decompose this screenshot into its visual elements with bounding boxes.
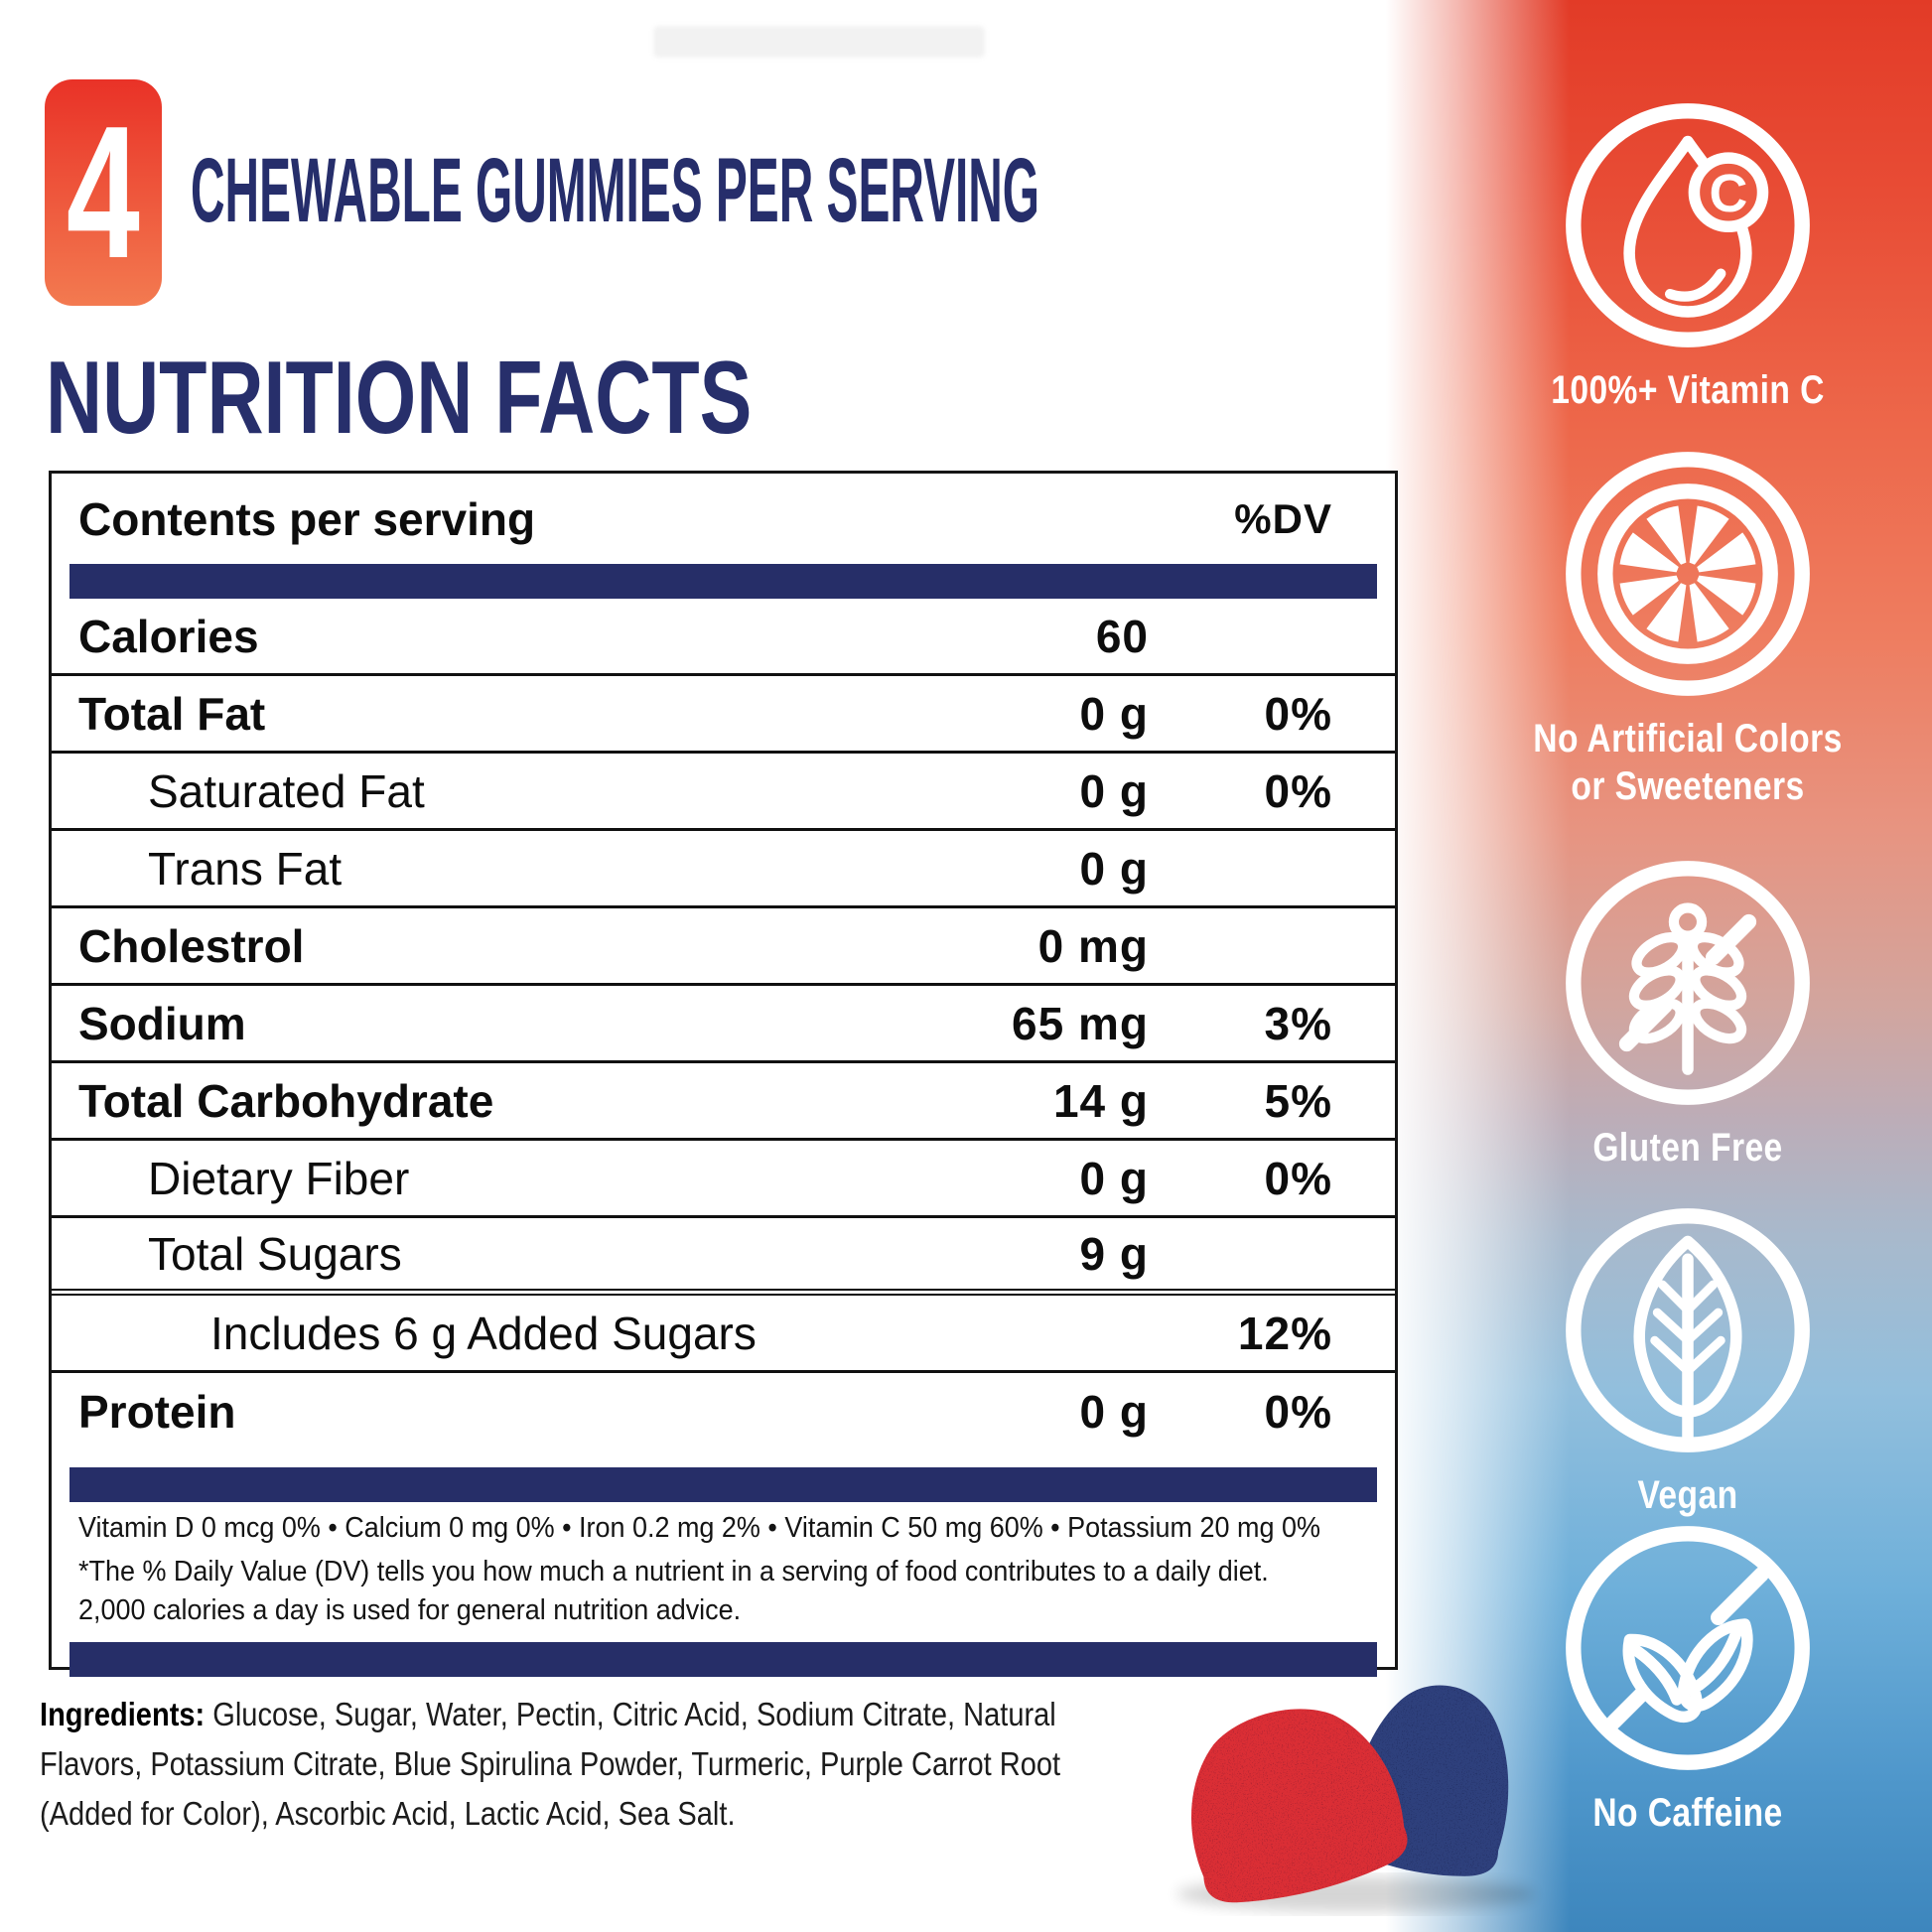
nutrient-amount: 0 g: [1079, 764, 1149, 817]
nutrient-amount: 60: [1095, 610, 1149, 662]
badge-label: No Artificial Colors or Sweeteners: [1533, 717, 1843, 808]
dv-footnote-line1: *The % Daily Value (DV) tells you how mu…: [78, 1556, 1269, 1587]
nutrition-row: Includes 6 g Added Sugars 12%: [52, 1296, 1395, 1373]
serving-count: 4: [67, 87, 140, 298]
gummies-photo: [1176, 1685, 1534, 1912]
nutrient-amount: 65 mg: [1012, 997, 1149, 1049]
nutrient-label: Total Sugars: [148, 1227, 402, 1280]
page-title: NUTRITION FACTS: [46, 341, 753, 456]
nutrient-label: Total Fat: [78, 687, 266, 740]
nutrition-row: Total Carbohydrate 14 g 5%: [52, 1063, 1395, 1141]
nutrient-label: Cholestrol: [78, 919, 305, 972]
table-header-left: Contents per serving: [78, 492, 536, 545]
divider-bar-bottom: [69, 1642, 1377, 1677]
ingredients-list: Glucose, Sugar, Water, Pectin, Citric Ac…: [40, 1696, 1061, 1832]
nutrient-dv: 3%: [1264, 997, 1332, 1049]
nutrition-row: Trans Fat 0 g: [52, 831, 1395, 908]
serving-count-box: 4: [45, 79, 162, 306]
vitamin-c-drop-icon: C: [1566, 103, 1810, 347]
nutrition-facts-table: Contents per serving %DV Calories 60 Total…: [49, 471, 1398, 1677]
ingredients-label: Ingredients:: [40, 1696, 206, 1732]
nutrition-row: Saturated Fat 0 g 0%: [52, 754, 1395, 831]
nutrition-row: Dietary Fiber 0 g 0%: [52, 1141, 1395, 1218]
divider-bar-middle: [69, 1467, 1377, 1502]
badge-vitamin-c: C 100%+ Vitamin C: [1479, 98, 1896, 414]
nutrient-amount: 0 mg: [1037, 919, 1149, 972]
micronutrients-line: Vitamin D 0 mcg 0% • Calcium 0 mg 0% • I…: [78, 1512, 1320, 1544]
nutrient-amount: 0 g: [1079, 1386, 1149, 1438]
badge-label: Gluten Free: [1592, 1126, 1783, 1170]
nutrient-dv: 0%: [1264, 764, 1332, 817]
nutrient-dv: 0%: [1264, 1152, 1332, 1204]
nutrient-dv: 12%: [1237, 1307, 1332, 1359]
ingredients-text: Ingredients: Glucose, Sugar, Water, Pect…: [40, 1690, 1157, 1839]
nutrient-label: Protein: [78, 1386, 236, 1438]
nutrient-label: Calories: [78, 610, 259, 662]
no-caffeine-bean-icon: [1566, 1526, 1810, 1770]
dv-footnote-line2: 2,000 calories a day is used for general…: [78, 1594, 742, 1626]
watermark-remnant: [653, 26, 985, 58]
table-header-row: Contents per serving %DV: [52, 474, 1395, 564]
gluten-free-wheat-icon: [1566, 861, 1810, 1105]
vegan-leaf-icon: [1566, 1208, 1810, 1452]
badge-label: Vegan: [1637, 1473, 1738, 1517]
nutrient-label: Trans Fat: [148, 842, 343, 895]
nutrient-label: Dietary Fiber: [148, 1152, 410, 1204]
badge-gluten-free: Gluten Free: [1479, 856, 1896, 1172]
nutrition-row: Protein 0 g 0%: [52, 1373, 1395, 1450]
nutrient-amount: 0 g: [1079, 687, 1149, 740]
badge-no-caffeine: No Caffeine: [1479, 1521, 1896, 1837]
nutrient-label: Sodium: [78, 997, 246, 1049]
table-header-dv: %DV: [1234, 494, 1332, 542]
nutrition-row: Cholestrol 0 mg: [52, 908, 1395, 986]
badge-label: No Caffeine: [1592, 1791, 1783, 1835]
citrus-slice-icon: [1566, 452, 1810, 696]
nutrition-rows: Calories 60 Total Fat 0 g 0% Saturated Fat 0 g…: [52, 599, 1395, 1450]
nutrient-label: Includes 6 g Added Sugars: [210, 1307, 757, 1359]
nutrient-amount: 0 g: [1079, 842, 1149, 895]
dv-footnote: *The % Daily Value (DV) tells you how mu…: [78, 1553, 1380, 1630]
serving-caption: CHEWABLE GUMMIES PER SERVING: [191, 140, 1040, 241]
badge-label: 100%+ Vitamin C: [1551, 368, 1825, 412]
nutrient-amount: 14 g: [1052, 1074, 1149, 1127]
nutrient-dv: 0%: [1264, 1386, 1332, 1438]
nutrient-dv: 0%: [1264, 687, 1332, 740]
gradient-band: [1386, 0, 1932, 1932]
nutrient-amount: 9 g: [1079, 1227, 1149, 1280]
red-gummy: [1191, 1709, 1408, 1903]
nutrient-label: Total Carbohydrate: [78, 1074, 494, 1127]
nutrition-row: Total Fat 0 g 0%: [52, 676, 1395, 754]
nutrition-row: Total Sugars 9 g: [52, 1218, 1395, 1296]
nutrition-row: Calories 60: [52, 599, 1395, 676]
nutrition-row: Sodium 65 mg 3%: [52, 986, 1395, 1063]
nutrient-amount: 0 g: [1079, 1152, 1149, 1204]
nutrient-label: Saturated Fat: [148, 764, 425, 817]
divider-bar-top: [69, 564, 1377, 599]
badge-vegan: Vegan: [1479, 1203, 1896, 1519]
badge-no-artificial: No Artificial Colors or Sweeteners: [1479, 447, 1896, 810]
nutrient-dv: 5%: [1264, 1074, 1332, 1127]
svg-text:C: C: [1710, 164, 1748, 223]
